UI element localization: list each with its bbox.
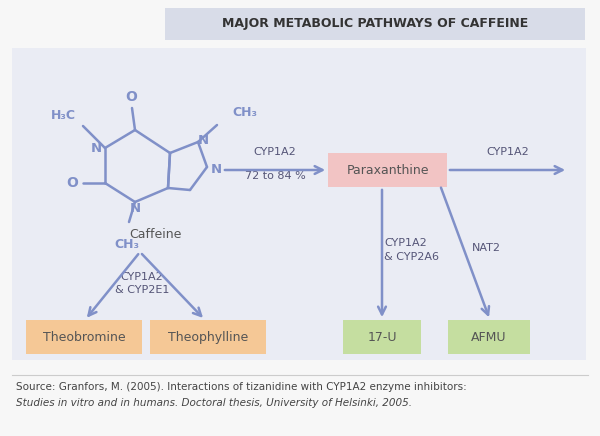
FancyBboxPatch shape	[165, 8, 585, 40]
FancyBboxPatch shape	[150, 320, 266, 354]
Text: Theobromine: Theobromine	[43, 330, 125, 344]
FancyBboxPatch shape	[26, 320, 142, 354]
FancyBboxPatch shape	[12, 48, 586, 360]
Text: N: N	[91, 142, 101, 154]
FancyBboxPatch shape	[448, 320, 530, 354]
Text: 72 to 84 %: 72 to 84 %	[245, 171, 305, 181]
Text: N: N	[211, 163, 221, 176]
FancyBboxPatch shape	[343, 320, 421, 354]
Text: CYP1A2
& CYP2E1: CYP1A2 & CYP2E1	[115, 272, 169, 295]
Text: N: N	[130, 201, 140, 215]
Text: CYP1A2: CYP1A2	[254, 147, 296, 157]
Text: CYP1A2
& CYP2A6: CYP1A2 & CYP2A6	[384, 238, 439, 262]
Text: AFMU: AFMU	[471, 330, 507, 344]
Text: NAT2: NAT2	[472, 243, 501, 253]
FancyBboxPatch shape	[328, 153, 447, 187]
Text: O: O	[125, 90, 137, 104]
Text: MAJOR METABOLIC PATHWAYS OF CAFFEINE: MAJOR METABOLIC PATHWAYS OF CAFFEINE	[222, 17, 528, 31]
Text: CH₃: CH₃	[115, 238, 139, 251]
Text: Paraxanthine: Paraxanthine	[346, 164, 429, 177]
Text: Caffeine: Caffeine	[129, 228, 181, 241]
Text: O: O	[66, 176, 78, 190]
Text: Source: Granfors, M. (2005). Interactions of tizanidine with CYP1A2 enzyme inhib: Source: Granfors, M. (2005). Interaction…	[16, 382, 467, 392]
Text: N: N	[197, 133, 209, 146]
Text: Theophylline: Theophylline	[168, 330, 248, 344]
Text: CYP1A2: CYP1A2	[487, 147, 529, 157]
Text: H₃C: H₃C	[50, 109, 76, 122]
Text: Studies in vitro and in humans. Doctoral thesis, University of Helsinki, 2005.: Studies in vitro and in humans. Doctoral…	[16, 398, 412, 408]
Text: 17-U: 17-U	[367, 330, 397, 344]
Text: CH₃: CH₃	[232, 106, 257, 119]
